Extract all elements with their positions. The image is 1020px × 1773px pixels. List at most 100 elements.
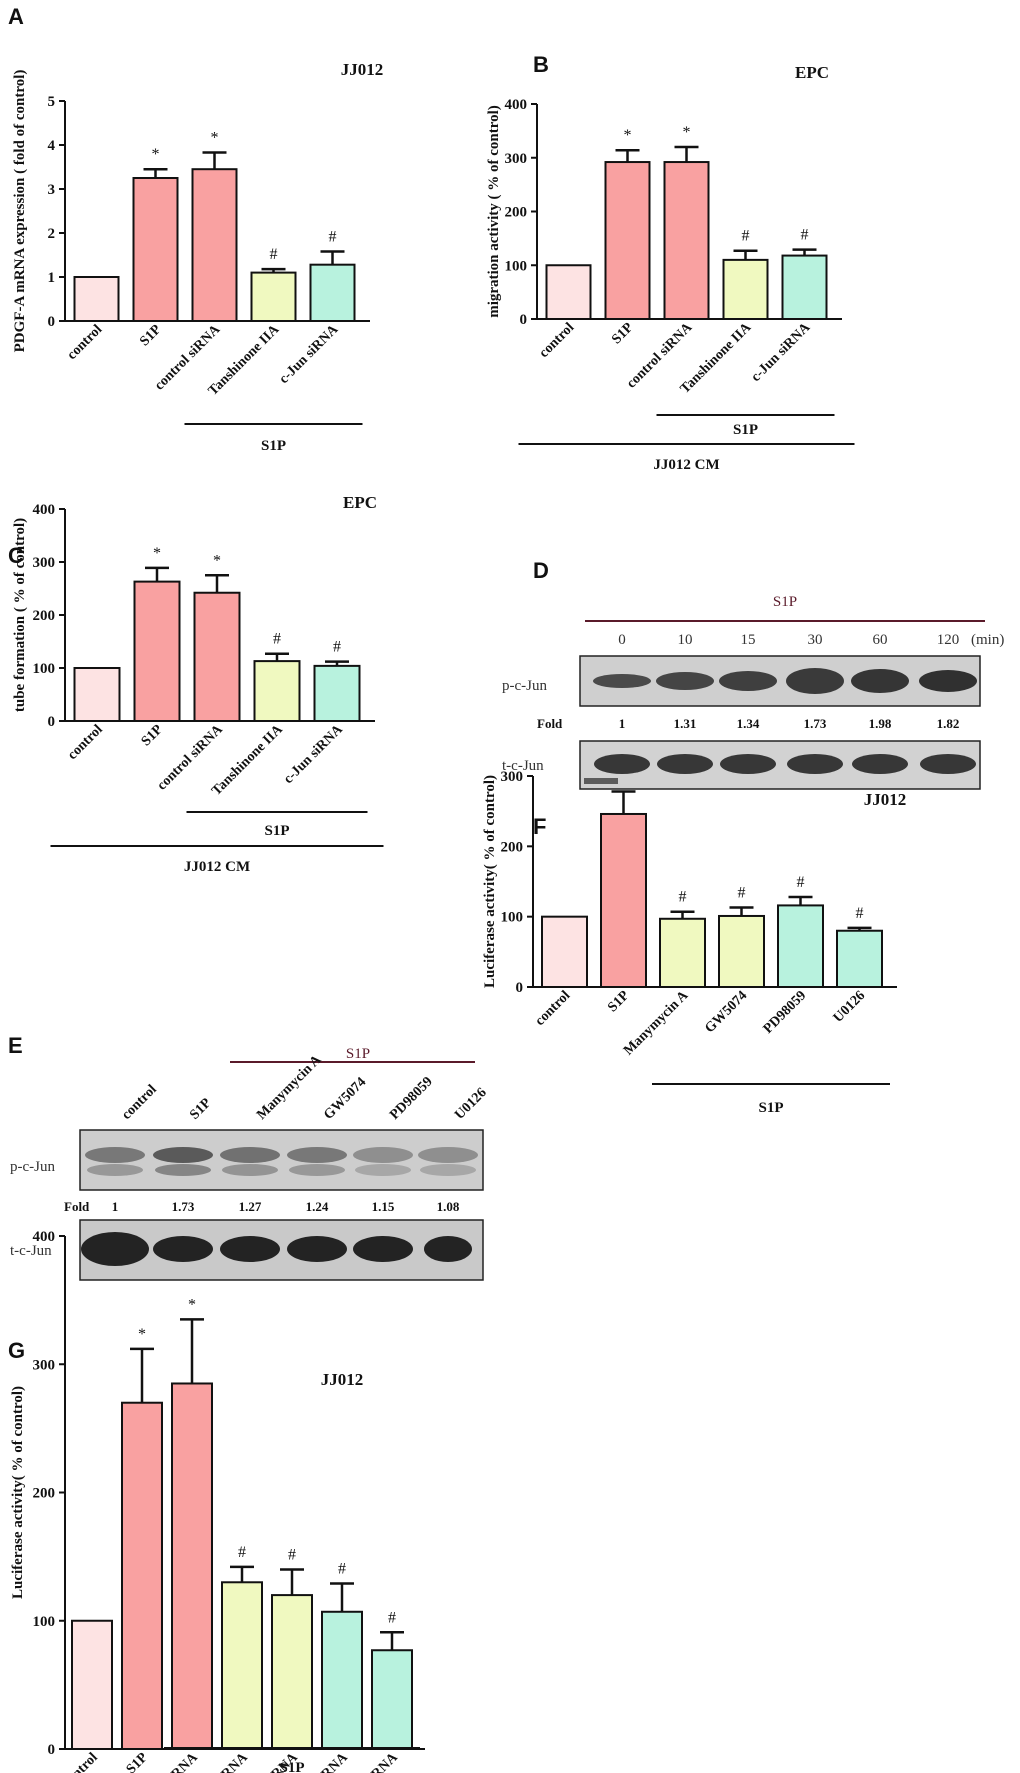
x-category-label: control xyxy=(65,722,106,763)
western-blot-panel-d: S1P 0 10 15 30 60 120 (min) p-c-Jun Fold 1 1.3… xyxy=(502,594,1004,790)
blot-d-time-label: 120 xyxy=(937,632,960,648)
bar-control xyxy=(545,264,592,320)
blot-e-lane-label: PD98059 xyxy=(387,1074,436,1123)
y-tick-label: 100 xyxy=(501,910,524,926)
blot-d-row1-label: p-c-Jun xyxy=(502,678,547,694)
blot-d-time-label: 10 xyxy=(678,632,693,648)
blot-band xyxy=(287,1236,347,1262)
blot-d-time-label: 30 xyxy=(808,632,823,648)
bar-erk-sirna xyxy=(371,1649,413,1751)
chart-title: JJ012 xyxy=(341,60,384,79)
y-tick-label: 400 xyxy=(33,1229,56,1245)
blot-d-fold-value: 1.34 xyxy=(737,716,760,731)
blot-d-fold-value: 1.98 xyxy=(869,716,892,731)
y-axis-label: PDGF-A mRNA expression ( fold of control… xyxy=(12,70,28,353)
y-tick-label: 0 xyxy=(48,714,56,730)
blot-d-fold-values: 1 1.31 1.34 1.73 1.98 1.82 xyxy=(619,716,960,731)
blot-band xyxy=(657,754,713,774)
group-bracket-label: JJ012 CM xyxy=(184,859,250,875)
group-bracket-label: S1P xyxy=(261,438,286,454)
bar-s1p xyxy=(604,161,651,320)
blot-band xyxy=(919,670,977,692)
y-tick-label: 200 xyxy=(505,205,528,221)
panel-letter-e: E xyxy=(8,1033,23,1058)
bar-control xyxy=(73,276,120,322)
y-tick-label: 3 xyxy=(48,182,56,198)
bar-tanshinone-iia xyxy=(250,271,297,323)
group-bracket-label: S1P xyxy=(264,823,289,839)
group-bracket-label: JJ012 CM xyxy=(653,457,719,473)
bar-mek-sirna xyxy=(321,1610,363,1750)
blot-d-fold-value: 1.31 xyxy=(674,716,697,731)
blot-band xyxy=(155,1164,211,1176)
blot-band xyxy=(787,754,843,774)
blot-d-fold-value: 1 xyxy=(619,716,626,731)
x-category-label: PD98059 xyxy=(761,988,810,1037)
x-category-label: control xyxy=(60,1750,101,1773)
significance-mark: # xyxy=(329,228,337,245)
significance-mark: # xyxy=(333,639,341,656)
blot-band xyxy=(594,754,650,774)
panel-letter-f: F xyxy=(533,814,546,839)
blot-band xyxy=(220,1147,280,1163)
blot-band xyxy=(220,1236,280,1262)
x-category-label: GW5074 xyxy=(702,988,750,1036)
panel-letter-b: B xyxy=(533,52,549,77)
blot-band xyxy=(85,1147,145,1163)
y-tick-label: 100 xyxy=(33,661,56,677)
bar-s1p xyxy=(600,812,647,988)
y-tick-label: 300 xyxy=(33,555,56,571)
blot-e-fold-value: 1.15 xyxy=(372,1199,395,1214)
blot-band xyxy=(593,674,651,688)
blot-e-fold-value: 1 xyxy=(112,1199,119,1214)
y-axis-label: migration activity ( % of control) xyxy=(486,105,502,318)
blot-d-p-c-jun-bands xyxy=(593,668,977,694)
panel-letter-d: D xyxy=(533,558,549,583)
bar-control xyxy=(71,1619,113,1750)
panel-letter-a: A xyxy=(8,4,24,29)
blot-e-lane-label: control xyxy=(119,1082,160,1123)
y-tick-label: 200 xyxy=(501,839,524,855)
y-tick-label: 5 xyxy=(48,94,56,110)
chart-panel-g: 0 100 200 300 400 Luciferase activity( % of c… xyxy=(10,1229,425,1773)
blot-band xyxy=(420,1164,476,1176)
y-tick-label: 0 xyxy=(48,1742,56,1758)
blot-band xyxy=(153,1236,213,1262)
x-category-label: S1P xyxy=(124,1750,151,1773)
blot-d-time-label: 60 xyxy=(873,632,888,648)
blot-band xyxy=(851,669,909,693)
blot-d-treatment-label: S1P xyxy=(773,594,797,610)
blot-d-fold-value: 1.73 xyxy=(804,716,827,731)
y-tick-label: 300 xyxy=(501,769,524,785)
bar-tanshinone-iia xyxy=(722,258,769,320)
bar-gw5074 xyxy=(718,914,765,988)
blot-band xyxy=(153,1147,213,1163)
significance-mark: # xyxy=(338,1561,346,1578)
chart-title: EPC xyxy=(343,493,377,512)
blot-e-p-c-jun-strip xyxy=(79,1129,484,1191)
bar-control-sirna xyxy=(171,1382,213,1751)
x-category-label: c-Jun siRNA xyxy=(749,320,814,385)
y-tick-label: 100 xyxy=(505,258,528,274)
blot-d-unit: (min) xyxy=(971,632,1004,648)
blot-band xyxy=(81,1232,149,1266)
significance-mark: * xyxy=(683,124,691,141)
significance-mark: # xyxy=(797,874,805,891)
blot-e-lane-label: U0126 xyxy=(452,1085,490,1123)
significance-mark: # xyxy=(388,1609,396,1626)
y-tick-label: 0 xyxy=(516,980,524,996)
significance-mark: * xyxy=(624,127,632,144)
x-category-label: control xyxy=(537,320,578,361)
y-tick-label: 300 xyxy=(33,1357,56,1373)
group-bracket-label: S1P xyxy=(279,1760,304,1773)
blot-band xyxy=(87,1164,143,1176)
blot-d-t-c-jun-bands xyxy=(584,754,976,784)
y-axis-label: tube formation ( % of control) xyxy=(12,518,28,712)
x-category-label: S1P xyxy=(137,322,164,349)
group-bracket-label: S1P xyxy=(758,1100,783,1116)
bar-s1p xyxy=(121,1401,163,1750)
x-category-label: c-Jun siRNA xyxy=(277,322,342,387)
blot-band xyxy=(920,754,976,774)
